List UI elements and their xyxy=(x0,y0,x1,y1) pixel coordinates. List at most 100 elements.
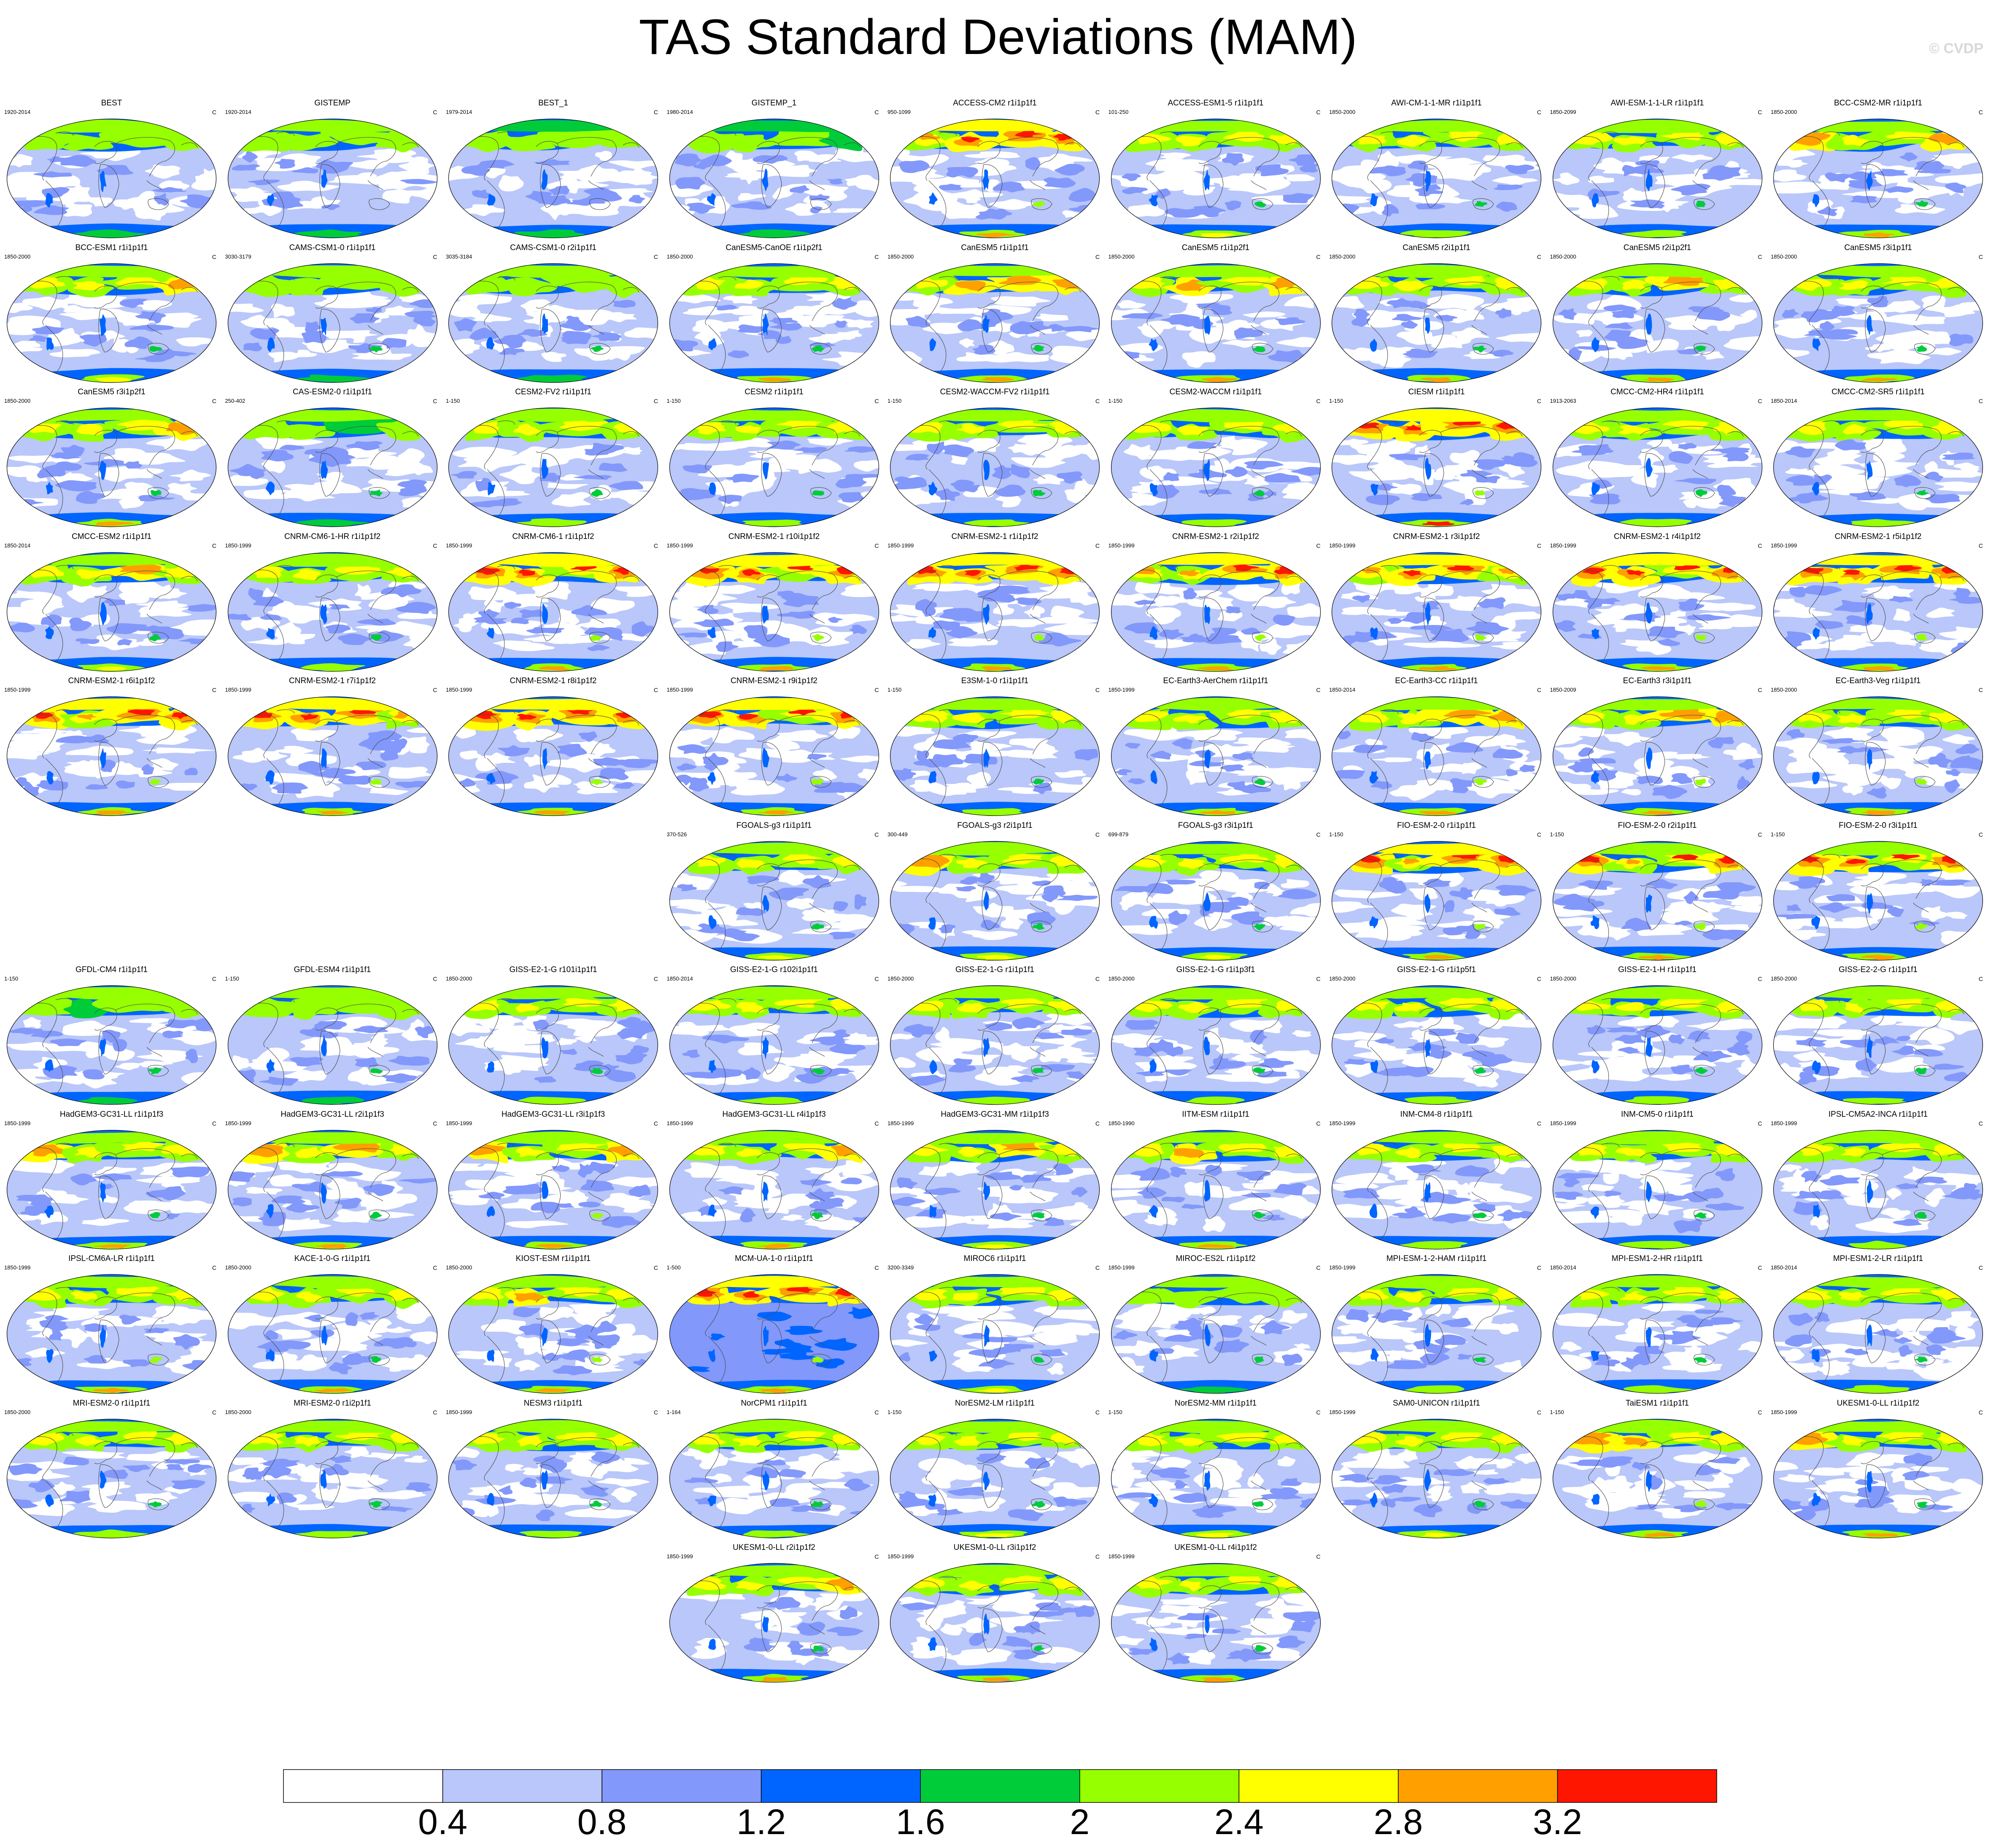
sd-nh-land-core xyxy=(1490,999,1525,1012)
coastline xyxy=(402,287,419,292)
sd-low-variance-region xyxy=(340,1168,401,1181)
sd-field xyxy=(448,263,658,383)
sd-polar-cap xyxy=(1341,409,1541,422)
sd-patch xyxy=(116,780,135,789)
sd-patch xyxy=(1924,471,1943,482)
sd-low-variance-region xyxy=(534,1342,585,1352)
sd-south-america-region xyxy=(707,772,715,785)
sd-patch xyxy=(1459,498,1474,506)
sd-low-variance-region xyxy=(1228,179,1289,194)
coastline xyxy=(1661,859,1721,899)
sd-nh-land-peak xyxy=(1801,567,1824,574)
sd-low-variance-region xyxy=(608,160,658,170)
sd-patch xyxy=(1735,1031,1752,1044)
coastline xyxy=(146,1191,162,1201)
sd-low-variance-region xyxy=(1144,639,1194,648)
sd-patch xyxy=(1798,881,1814,889)
coastline xyxy=(1788,280,1824,325)
sd-low-variance-region xyxy=(267,605,329,620)
sd-africa-region xyxy=(1424,1324,1431,1347)
panel-title: CNRM-ESM2-1 r3i1p1f2 xyxy=(1393,532,1480,541)
sd-patch xyxy=(739,1207,756,1222)
coastline xyxy=(94,1008,117,1031)
sd-polar-cap xyxy=(1554,409,1752,422)
panel-years: 1850-1999 xyxy=(1329,1264,1356,1271)
coastline xyxy=(115,1293,175,1332)
sd-patch xyxy=(556,1338,591,1347)
map-outline xyxy=(1773,1129,1983,1250)
coastline xyxy=(1473,1354,1494,1366)
sd-low-variance-region xyxy=(1119,896,1136,911)
sd-low-variance-region xyxy=(967,772,991,787)
model-panel: GISS-E2-1-G r1i1p1f1 1850-2000 C xyxy=(884,965,1106,1111)
coastline xyxy=(1252,198,1273,210)
sd-patch xyxy=(1462,1050,1495,1061)
coastline xyxy=(1440,715,1500,754)
model-panel: CNRM-ESM2-1 r10i1p1f2 1850-1999 C xyxy=(664,532,885,678)
coastline xyxy=(55,1142,74,1147)
coastline xyxy=(1473,776,1494,788)
sd-south-america-region xyxy=(1370,338,1377,352)
panel-title: CAS-ESM2-0 r1i1p1f1 xyxy=(293,388,372,396)
sd-field xyxy=(1332,986,1541,1104)
coastline xyxy=(1693,920,1715,932)
panel-map xyxy=(890,552,1100,672)
sd-patch xyxy=(1796,492,1817,504)
sd-africa-region xyxy=(1424,751,1431,769)
panel-title: BCC-CSM2-MR r1i1p1f1 xyxy=(1834,99,1923,108)
panel-units: C xyxy=(212,975,216,982)
sd-antarctic-region xyxy=(738,229,810,238)
sd-patch xyxy=(1114,886,1150,892)
sd-australia-region xyxy=(149,1212,160,1218)
coastline xyxy=(1251,902,1266,912)
sd-patch xyxy=(1170,1166,1187,1177)
sd-low-variance-region xyxy=(275,1329,312,1340)
sd-antarctic-peak xyxy=(1861,377,1898,382)
sd-patch xyxy=(329,1362,353,1374)
panel-years: 1980-2014 xyxy=(666,109,693,115)
panel-units: C xyxy=(874,831,879,838)
panel-units: C xyxy=(433,109,437,116)
sd-africa-region xyxy=(1425,602,1431,626)
sd-patch xyxy=(1931,879,1971,886)
coastline xyxy=(1506,142,1523,148)
sd-patch xyxy=(1794,1191,1821,1199)
sd-patch xyxy=(948,1063,976,1073)
panel-map xyxy=(1552,263,1762,383)
coastline xyxy=(22,425,57,470)
coastline xyxy=(315,430,338,453)
sd-low-variance-region xyxy=(228,1161,275,1172)
panel-units: C xyxy=(1758,253,1762,260)
coastline xyxy=(588,1336,604,1346)
sd-patch xyxy=(1012,1017,1045,1029)
panel-title: CanESM5 r2i1p2f1 xyxy=(1623,243,1691,252)
sd-africa-region xyxy=(1867,1035,1873,1058)
panel-map xyxy=(1331,1129,1542,1250)
coastline xyxy=(1380,1142,1399,1147)
sd-patch xyxy=(170,1166,210,1177)
sd-low-variance-region xyxy=(1158,1214,1178,1226)
sd-patch xyxy=(250,470,264,479)
model-panel: EC-Earth3-Veg r1i1p1f1 1850-2000 C xyxy=(1767,676,1989,822)
coastline xyxy=(181,1153,198,1159)
map-outline xyxy=(1331,407,1542,527)
sd-low-variance-region xyxy=(1176,729,1243,741)
sd-antarctic-peak xyxy=(93,1244,131,1248)
sd-nh-land-peak xyxy=(172,712,189,719)
panel-map xyxy=(1773,1129,1983,1250)
coastline xyxy=(1126,569,1161,614)
sd-antarctic-region xyxy=(291,519,371,527)
coastline xyxy=(1692,180,1708,190)
sd-australia-region xyxy=(1254,490,1265,496)
coastline xyxy=(778,1148,838,1188)
coastline xyxy=(1219,1148,1279,1188)
sd-low-variance-region xyxy=(1001,914,1024,929)
sd-low-variance-region xyxy=(601,1200,658,1208)
panel-title: MPI-ESM1-2-HR r1i1p1f1 xyxy=(1611,1254,1703,1263)
sd-nh-land-core xyxy=(1444,275,1491,286)
sd-patch xyxy=(571,605,607,616)
panel-title: AWI-CM-1-1-MR r1i1p1f1 xyxy=(1391,99,1482,108)
sd-low-variance-region xyxy=(1335,439,1369,447)
map-outline xyxy=(227,1274,437,1394)
coastline xyxy=(115,1004,175,1043)
